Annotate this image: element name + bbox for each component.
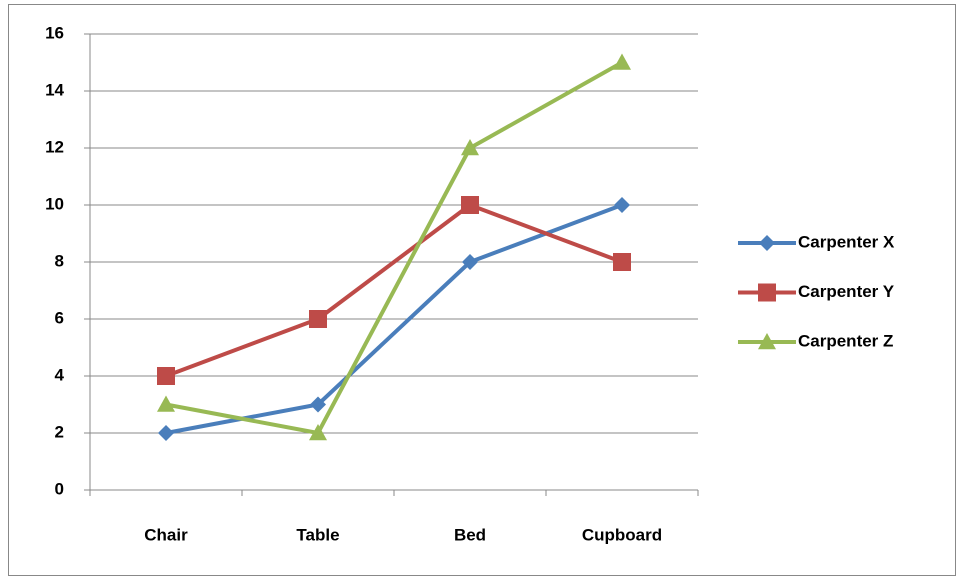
marker <box>309 310 327 328</box>
marker <box>758 283 776 302</box>
x-tick-label: Cupboard <box>582 525 662 544</box>
y-tick-label: 2 <box>55 422 64 441</box>
x-tick-label: Bed <box>454 525 486 544</box>
series-line <box>165 60 623 435</box>
series-line <box>165 203 623 378</box>
y-tick-label: 6 <box>55 308 64 327</box>
marker <box>461 139 479 156</box>
marker <box>613 253 631 271</box>
y-tick-label: 4 <box>55 365 65 384</box>
marker <box>461 196 479 214</box>
marker <box>759 235 775 251</box>
y-tick-label: 16 <box>45 23 64 42</box>
marker <box>462 254 478 270</box>
marker <box>157 395 175 412</box>
y-tick-label: 14 <box>45 80 64 99</box>
y-tick-label: 10 <box>45 194 64 213</box>
x-tick-label: Chair <box>144 525 188 544</box>
marker <box>758 333 776 350</box>
marker <box>614 197 630 213</box>
y-tick-label: 8 <box>55 251 64 270</box>
legend-label: Carpenter Y <box>798 282 895 301</box>
marker <box>158 425 174 441</box>
x-tick-label: Table <box>296 525 339 544</box>
y-tick-label: 0 <box>55 479 64 498</box>
marker <box>613 53 631 70</box>
y-tick-label: 12 <box>45 137 64 156</box>
legend-label: Carpenter X <box>798 232 895 251</box>
marker <box>309 424 327 441</box>
marker <box>157 367 175 385</box>
chart-border <box>8 4 956 576</box>
marker <box>310 396 326 413</box>
legend-label: Carpenter Z <box>798 331 893 350</box>
